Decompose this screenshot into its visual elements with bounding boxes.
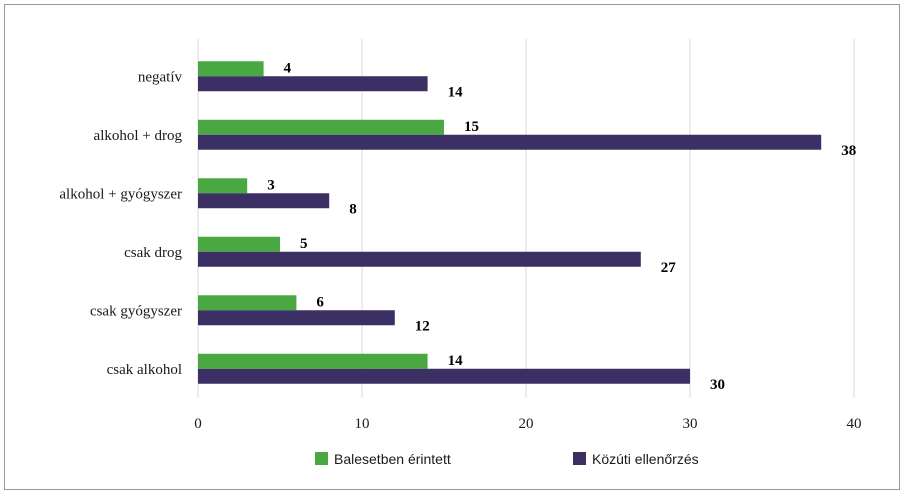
bars — [198, 61, 822, 384]
category-label: csak drog — [124, 245, 182, 261]
bar-kozuti-1 — [198, 134, 822, 150]
data-label-kozuti-0: 14 — [448, 84, 464, 100]
data-label-balesetben-3: 5 — [300, 236, 308, 252]
bar-balesetben-2 — [198, 178, 248, 194]
bar-balesetben-5 — [198, 353, 428, 369]
bar-kozuti-2 — [198, 193, 330, 209]
bar-balesetben-4 — [198, 295, 297, 311]
gridlines — [197, 39, 855, 398]
x-tick-label-40: 40 — [847, 416, 862, 432]
bar-balesetben-0 — [198, 61, 264, 77]
category-label: alkohol + gyógyszer — [59, 186, 182, 202]
x-tick-label-0: 0 — [194, 416, 202, 432]
data-label-kozuti-1: 38 — [841, 143, 856, 159]
data-label-kozuti-3: 27 — [661, 260, 677, 276]
category-label: negatív — [138, 69, 183, 85]
data-label-kozuti-2: 8 — [349, 201, 357, 217]
x-tick-label-10: 10 — [355, 416, 370, 432]
bar-kozuti-0 — [198, 76, 428, 92]
data-label-balesetben-4: 6 — [316, 294, 324, 310]
x-tick-label-30: 30 — [683, 416, 698, 432]
legend-swatch-0 — [315, 452, 328, 465]
category-label: alkohol + drog — [94, 128, 183, 144]
data-label-balesetben-2: 3 — [267, 177, 275, 193]
bar-balesetben-1 — [198, 119, 444, 135]
data-label-balesetben-0: 4 — [284, 60, 292, 76]
category-label: csak alkohol — [107, 362, 182, 378]
category-labels: negatív alkohol + drog alkohol + gyógyszer… — [59, 69, 182, 378]
legend: Balesetben érintett Közúti ellenőrzés — [315, 451, 699, 467]
data-label-kozuti-5: 30 — [710, 377, 725, 393]
category-label: csak gyógyszer — [90, 303, 182, 319]
chart-frame — [4, 4, 900, 490]
bar-kozuti-3 — [198, 251, 641, 267]
bar-kozuti-5 — [198, 368, 690, 384]
x-tick-labels: 0 10 20 30 40 — [194, 416, 861, 432]
data-label-balesetben-5: 14 — [448, 353, 464, 369]
legend-label-1: Közúti ellenőrzés — [592, 451, 699, 467]
legend-swatch-1 — [573, 452, 586, 465]
data-label-kozuti-4: 12 — [415, 318, 430, 334]
legend-label-0: Balesetben érintett — [334, 451, 451, 467]
bar-balesetben-3 — [198, 236, 280, 252]
x-tick-label-20: 20 — [519, 416, 534, 432]
data-label-balesetben-1: 15 — [464, 119, 479, 135]
bar-kozuti-4 — [198, 310, 395, 326]
